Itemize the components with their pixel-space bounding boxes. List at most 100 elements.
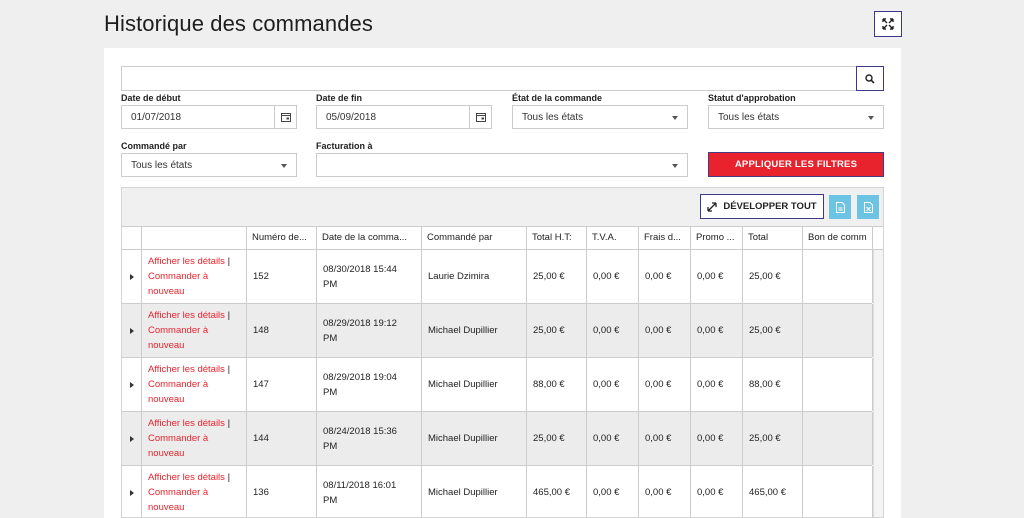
ordered-by-cell: Michael Dupillier [422, 412, 527, 465]
page-title: Historique des commandes [104, 11, 373, 36]
col-purchase-order[interactable]: Bon de comm [803, 227, 873, 250]
apply-filters-button[interactable]: APPLIQUER LES FILTRES [708, 152, 884, 177]
orders-table: Numéro de... Date de la comma... Command… [122, 226, 883, 517]
reorder-link[interactable]: Commander à nouveau [148, 487, 208, 513]
promo-cell: 0,00 € [691, 304, 743, 357]
order-date-text: 08/11/2018 16:01 [323, 479, 397, 491]
total-cell: 465,00 € [743, 466, 803, 517]
total-cell: 25,00 € [743, 304, 803, 357]
row-expander-cell [122, 304, 142, 357]
reorder-link-line2: nouveau [148, 502, 185, 513]
order-number-cell: 144 [247, 412, 317, 465]
order-date-cell: 08/11/2018 16:01 PM [317, 466, 422, 517]
reorder-link[interactable]: Commander à nouveau [148, 271, 208, 297]
show-details-link[interactable]: Afficher les détails [148, 310, 225, 321]
order-number-cell: 148 [247, 304, 317, 357]
calendar-icon [280, 113, 291, 122]
order-date-text: 08/29/2018 19:04 [323, 371, 397, 383]
export-excel-button[interactable] [857, 195, 879, 219]
total-ht-cell: 88,00 € [527, 358, 587, 411]
calendar-icon [475, 113, 486, 122]
start-date-calendar-button[interactable] [274, 106, 296, 128]
export-pdf-button[interactable] [829, 195, 851, 219]
purchase-order-cell [803, 304, 873, 357]
total-cell: 88,00 € [743, 358, 803, 411]
ordered-by-cell: Michael Dupillier [422, 304, 527, 357]
order-time-suffix: PM [323, 440, 338, 452]
col-fees[interactable]: Frais d... [639, 227, 691, 250]
col-order-date[interactable]: Date de la comma... [317, 227, 422, 250]
row-actions-cell: Afficher les détails | Commander à nouveau [142, 358, 247, 411]
order-time-suffix: PM [323, 494, 338, 506]
order-state-select[interactable]: Tous les états [512, 105, 688, 129]
tva-cell: 0,00 € [587, 250, 639, 303]
ordered-by-cell: Laurie Dzimira [422, 250, 527, 303]
row-expander-cell [122, 466, 142, 517]
ordered-by-select[interactable]: Tous les états [121, 153, 297, 177]
export-pdf-icon [835, 201, 845, 213]
total-ht-cell: 25,00 € [527, 250, 587, 303]
row-actions-cell: Afficher les détails | Commander à nouveau [142, 304, 247, 357]
col-order-number[interactable]: Numéro de... [247, 227, 317, 250]
purchase-order-cell [803, 358, 873, 411]
col-actions [142, 227, 247, 250]
chevron-down-icon [868, 116, 874, 120]
end-date-field[interactable]: 05/09/2018 [316, 105, 492, 129]
row-actions-cell: Afficher les détails | Commander à nouveau [142, 250, 247, 303]
reorder-link[interactable]: Commander à nouveau [148, 325, 208, 351]
purchase-order-cell [803, 250, 873, 303]
row-expander-cell [122, 250, 142, 303]
caret-right-icon[interactable] [130, 381, 134, 388]
reorder-link[interactable]: Commander à nouveau [148, 433, 208, 459]
show-details-link[interactable]: Afficher les détails [148, 364, 225, 375]
caret-right-icon[interactable] [130, 489, 134, 496]
start-date-field[interactable]: 01/07/2018 [121, 105, 297, 129]
reorder-link-line2: nouveau [148, 448, 185, 459]
action-separator: | [227, 310, 231, 321]
search-button[interactable] [856, 66, 884, 91]
search-bar [121, 66, 884, 91]
col-expander [122, 227, 142, 250]
start-date-value: 01/07/2018 [131, 112, 182, 123]
fees-cell: 0,00 € [639, 466, 691, 517]
caret-right-icon[interactable] [130, 327, 134, 334]
reorder-link-line1: Commander à [148, 271, 209, 282]
total-ht-cell: 25,00 € [527, 412, 587, 465]
ordered-by-cell: Michael Dupillier [422, 466, 527, 517]
search-input[interactable] [122, 67, 857, 90]
approval-status-select[interactable]: Tous les états [708, 105, 884, 129]
billing-label: Facturation à [316, 141, 373, 151]
col-ordered-by[interactable]: Commandé par [422, 227, 527, 250]
caret-right-icon[interactable] [130, 435, 134, 442]
purchase-order-cell [803, 466, 873, 517]
promo-cell: 0,00 € [691, 466, 743, 517]
expand-all-button[interactable]: DÉVELOPPER TOUT [700, 194, 824, 219]
approval-status-value: Tous les états [718, 112, 780, 123]
reorder-link[interactable]: Commander à nouveau [148, 379, 208, 405]
expand-icon [882, 18, 894, 30]
row-actions-cell: Afficher les détails | Commander à nouveau [142, 412, 247, 465]
row-expander-cell [122, 358, 142, 411]
table-row: Afficher les détails | Commander à nouveau… [122, 412, 873, 466]
show-details-link[interactable]: Afficher les détails [148, 418, 225, 429]
col-tva[interactable]: T.V.A. [587, 227, 639, 250]
table-header: Numéro de... Date de la comma... Command… [122, 226, 883, 250]
table-scrollbar[interactable] [873, 250, 883, 517]
tva-cell: 0,00 € [587, 304, 639, 357]
end-date-label: Date de fin [316, 93, 363, 103]
caret-right-icon[interactable] [130, 273, 134, 280]
col-total-ht[interactable]: Total H.T: [527, 227, 587, 250]
reorder-link-line1: Commander à [148, 433, 209, 444]
tva-cell: 0,00 € [587, 466, 639, 517]
col-total[interactable]: Total [743, 227, 803, 250]
fullscreen-button[interactable] [874, 11, 902, 37]
show-details-link[interactable]: Afficher les détails [148, 472, 225, 483]
fees-cell: 0,00 € [639, 412, 691, 465]
ordered-by-label: Commandé par [121, 141, 187, 151]
show-details-link[interactable]: Afficher les détails [148, 256, 225, 267]
order-number-cell: 147 [247, 358, 317, 411]
end-date-calendar-button[interactable] [469, 106, 491, 128]
billing-select[interactable] [316, 153, 688, 177]
col-promo[interactable]: Promo ... [691, 227, 743, 250]
order-date-cell: 08/29/2018 19:12 PM [317, 304, 422, 357]
